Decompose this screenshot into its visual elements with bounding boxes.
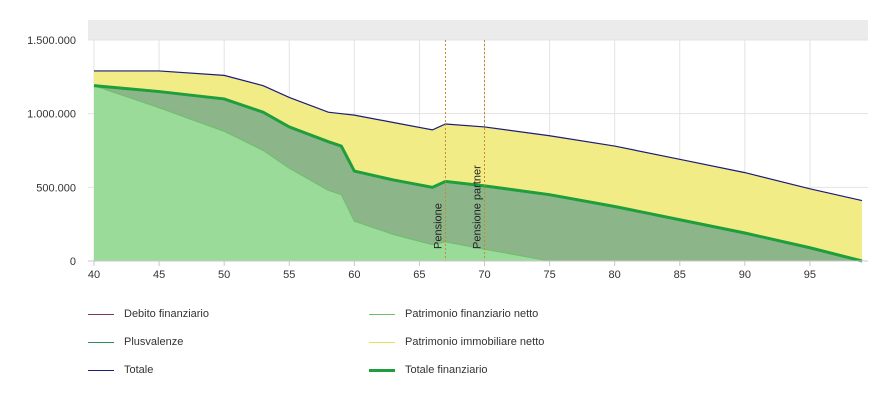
x-tick-label: 45 (153, 269, 165, 281)
x-tick-label: 70 (478, 269, 490, 281)
legend-swatch (369, 368, 395, 372)
x-tick-label: 80 (609, 269, 621, 281)
legend-swatch (88, 369, 114, 371)
area-plusvalenze (94, 85, 862, 261)
legend-swatch (88, 313, 114, 315)
area-patrimonio-finanziario-netto (94, 85, 862, 261)
x-tick-label: 50 (218, 269, 230, 281)
legend-item[interactable]: Totale finanziario (369, 364, 488, 376)
chart-area: Pensione Pensione partner 40 45 50 55 60 65 70 7… (27, 20, 868, 281)
x-tick-label: 85 (674, 269, 686, 281)
annotation-label: Pensione (432, 203, 444, 249)
legend-label: Totale (124, 364, 154, 376)
y-tick-label: 500.000 (36, 182, 76, 194)
line-totale-finanziario (93, 84, 863, 263)
x-tick-label: 95 (804, 269, 816, 281)
legend: Debito finanziario Patrimonio finanziario… (88, 300, 648, 390)
legend-label: Debito finanziario (124, 308, 209, 320)
legend-item[interactable]: Patrimonio immobiliare netto (369, 336, 544, 348)
plot-header-band (88, 20, 868, 40)
legend-item[interactable]: Patrimonio finanziario netto (369, 308, 538, 320)
legend-swatch (369, 313, 395, 315)
x-tick-label: 90 (739, 269, 751, 281)
legend-label: Patrimonio immobiliare netto (405, 336, 545, 348)
x-tick-label: 75 (543, 269, 555, 281)
y-tick-label: 1.000.000 (27, 109, 76, 121)
axes-group: 40 45 50 55 60 65 70 75 80 85 90 95 0 500.000 1.000.00… (27, 35, 868, 281)
legend-label: Totale finanziario (405, 364, 488, 376)
legend-swatch (369, 341, 395, 343)
y-tick-label: 0 (70, 256, 76, 268)
line-totale (94, 70, 863, 202)
annotations-group: Pensione Pensione partner (432, 40, 486, 261)
legend-item[interactable]: Totale (88, 364, 153, 376)
x-tick-label: 55 (283, 269, 295, 281)
legend-item[interactable]: Plusvalenze (88, 336, 183, 348)
legend-label: Patrimonio finanziario netto (405, 308, 539, 320)
area-series-group (94, 70, 862, 261)
area-patrimonio-immobiliare-netto (94, 70, 862, 261)
x-tick-label: 40 (88, 269, 100, 281)
x-tick-label: 65 (413, 269, 425, 281)
legend-item[interactable]: Debito finanziario (88, 308, 209, 320)
y-tick-label: 1.500.000 (27, 35, 76, 47)
legend-label: Plusvalenze (124, 336, 184, 348)
annotation-label: Pensione partner (472, 165, 484, 249)
x-tick-label: 60 (348, 269, 360, 281)
legend-swatch (88, 341, 114, 343)
